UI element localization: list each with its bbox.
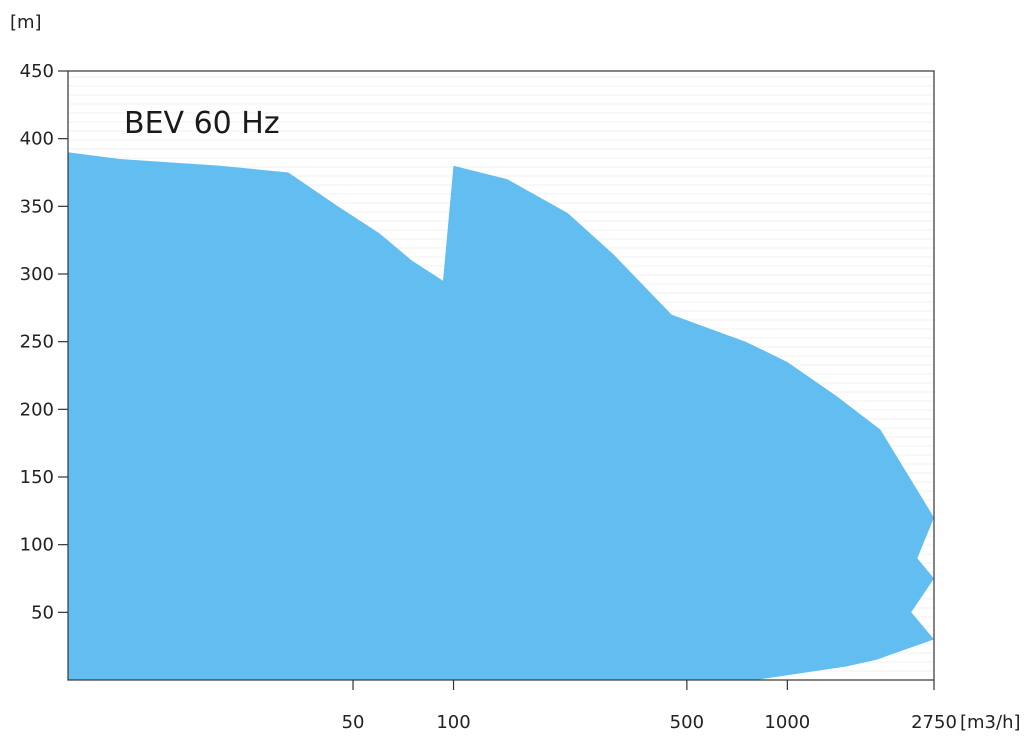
x-tick-label: 2750 [911, 712, 957, 733]
y-tick-label: 450 [20, 61, 54, 82]
y-tick-label: 300 [20, 264, 54, 285]
y-tick-label: 250 [20, 332, 54, 353]
x-tick-label: 1000 [764, 712, 810, 733]
y-tick-label: 150 [20, 467, 54, 488]
x-tick-label: 500 [670, 712, 704, 733]
y-tick-label: 100 [20, 535, 54, 556]
y-axis-unit-label: [m] [10, 12, 42, 33]
x-tick-label: 100 [436, 712, 470, 733]
y-tick-label: 350 [20, 196, 54, 217]
y-axis: 50 100 150 200 250 300 350 400 450 [20, 61, 68, 623]
y-tick-label: 50 [31, 602, 54, 623]
performance-envelope-area [68, 152, 934, 680]
x-axis-unit-label: [m3/h] [960, 712, 1021, 733]
x-tick-label: 50 [342, 712, 365, 733]
y-tick-label: 200 [20, 399, 54, 420]
plot-frame [67, 70, 935, 681]
chart-title: BEV 60 Hz [124, 106, 280, 141]
y-tick-label: 400 [20, 129, 54, 150]
x-axis: 50 100 500 1000 2750 [342, 680, 957, 733]
